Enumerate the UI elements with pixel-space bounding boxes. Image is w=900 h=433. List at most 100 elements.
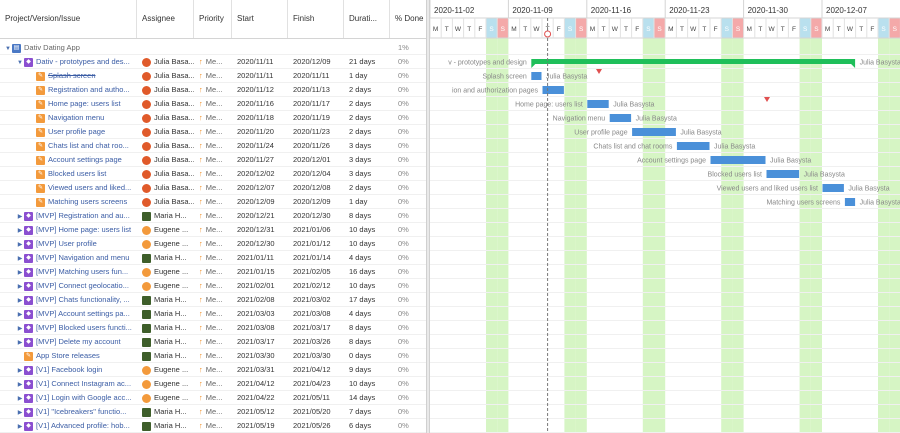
table-row[interactable]: ✎ Matching users screens Julia Basa... ↑ Me.… xyxy=(0,195,426,209)
day-letter: S xyxy=(579,26,584,33)
column-header-duration[interactable]: Durati... xyxy=(344,0,390,38)
weekend-day-header xyxy=(486,18,498,38)
bar-left-label: Blocked users list xyxy=(708,172,763,179)
issue-link[interactable]: Viewed users and liked... xyxy=(48,183,132,193)
assignee-cell: Maria H... xyxy=(137,209,194,223)
column-header-assignee[interactable]: Assignee xyxy=(137,0,194,38)
issue-link[interactable]: [MVP] Registration and au... xyxy=(36,211,130,221)
issue-link[interactable]: [V1] Facebook login xyxy=(36,365,103,375)
expand-icon[interactable]: ▶ xyxy=(17,228,23,234)
issue-link[interactable]: [V1] Advanced profile: hob... xyxy=(36,421,130,431)
issue-link[interactable]: Chats list and chat roo... xyxy=(48,141,129,151)
issue-link[interactable]: [V1] "Icebreakers" functio... xyxy=(36,407,127,417)
issue-link[interactable]: Account settings page xyxy=(48,155,122,165)
table-row[interactable]: ▶ ◆ [MVP] User profile Eugene ... ↑ Me... 2020… xyxy=(0,237,426,251)
table-row[interactable]: ✎ User profile page Julia Basa... ↑ Me... 202… xyxy=(0,125,426,139)
table-row[interactable]: ▶ ◆ [V1] "Icebreakers" functio... Maria H..… xyxy=(0,405,426,419)
issue-link[interactable]: Blocked users list xyxy=(48,169,107,179)
table-row[interactable]: ▶ ◆ [MVP] Registration and au... Maria H...… xyxy=(0,209,426,223)
table-row[interactable]: ▶ ◆ [MVP] Delete my account Maria H... ↑ Me..… xyxy=(0,335,426,349)
expand-icon[interactable]: ▶ xyxy=(17,340,23,346)
table-row[interactable]: ✎ Blocked users list Julia Basa... ↑ Me... 20… xyxy=(0,167,426,181)
table-row[interactable]: ✎ Viewed users and liked... Julia Basa... ↑… xyxy=(0,181,426,195)
expand-icon[interactable]: ▶ xyxy=(17,312,23,318)
expand-icon[interactable]: ▶ xyxy=(17,368,23,374)
column-header-start[interactable]: Start xyxy=(232,0,288,38)
table-row[interactable]: ▶ ◆ [V1] Facebook login Eugene ... ↑ Me... 202… xyxy=(0,363,426,377)
table-row[interactable]: ✎ Registration and autho... Julia Basa... ↑… xyxy=(0,83,426,97)
day-letter: S xyxy=(736,26,741,33)
issue-link[interactable]: Dativ - prototypes and des... xyxy=(36,57,130,67)
column-header-finish[interactable]: Finish xyxy=(288,0,344,38)
finish-date-cell: 2021/03/26 xyxy=(293,337,331,346)
table-row[interactable]: ▶ ◆ [MVP] Connect geolocatio... Eugene ... ↑… xyxy=(0,279,426,293)
table-row[interactable]: ▼ ◆ Dativ - prototypes and des... Julia Bas… xyxy=(0,55,426,69)
issue-link[interactable]: Matching users screens xyxy=(48,197,128,207)
issue-link[interactable]: [MVP] Home page: users list xyxy=(36,225,132,235)
expand-icon[interactable]: ▶ xyxy=(17,298,23,304)
expand-icon[interactable]: ▶ xyxy=(17,424,23,430)
week-label: 2020-11-23 xyxy=(669,6,710,15)
day-letter: W xyxy=(612,26,619,33)
issue-link[interactable]: [V1] Connect Instagram ac... xyxy=(36,379,132,389)
issue-link[interactable]: [MVP] Connect geolocatio... xyxy=(36,281,129,291)
issue-link[interactable]: [MVP] Matching users fun... xyxy=(36,267,129,277)
expand-icon[interactable]: ▶ xyxy=(17,214,23,220)
start-date-cell: 2020/11/12 xyxy=(237,85,274,94)
collapse-icon[interactable]: ▼ xyxy=(17,60,23,66)
table-row[interactable]: ▶ ◆ [V1] Login with Google acc... Eugene ..… xyxy=(0,391,426,405)
bar-left-label: ion and authorization pages xyxy=(452,88,539,95)
expand-icon[interactable]: ▶ xyxy=(17,396,23,402)
table-row[interactable]: ✎ Navigation menu Julia Basa... ↑ Me... 2020/… xyxy=(0,111,426,125)
table-row[interactable]: ▼ ▤ Dativ Dating App 1% xyxy=(0,41,426,55)
expand-icon[interactable]: ▶ xyxy=(17,284,23,290)
table-row[interactable]: ▶ ◆ [MVP] Chats functionality, ... Maria H.… xyxy=(0,293,426,307)
issue-link[interactable]: [MVP] User profile xyxy=(36,239,97,249)
issue-link[interactable]: [MVP] Blocked users functi... xyxy=(36,323,132,333)
table-row[interactable]: ▶ ◆ [V1] Advanced profile: hob... Maria H..… xyxy=(0,419,426,433)
expand-icon[interactable]: ▶ xyxy=(17,256,23,262)
table-row[interactable]: ✎ Chats list and chat roo... Julia Basa...… xyxy=(0,139,426,153)
pane-splitter[interactable] xyxy=(426,0,430,433)
column-header-name[interactable]: Project/Version/Issue xyxy=(0,0,137,38)
collapse-icon[interactable]: ▼ xyxy=(5,46,11,52)
issue-link[interactable]: Home page: users list xyxy=(48,99,121,109)
expand-icon[interactable]: ▶ xyxy=(17,382,23,388)
expand-icon[interactable]: ▶ xyxy=(17,326,23,332)
issue-link[interactable]: [MVP] Delete my account xyxy=(36,337,121,347)
issue-link[interactable]: Splash screen xyxy=(48,71,96,81)
table-row[interactable]: ▶ ◆ [V1] Connect Instagram ac... Eugene ...… xyxy=(0,377,426,391)
table-row[interactable]: ✎ Home page: users list Julia Basa... ↑ Me..… xyxy=(0,97,426,111)
issue-link[interactable]: [MVP] Chats functionality, ... xyxy=(36,295,130,305)
issue-link[interactable]: Navigation menu xyxy=(48,113,105,123)
issue-link[interactable]: Dativ Dating App xyxy=(24,43,80,53)
issue-link[interactable]: [MVP] Navigation and menu xyxy=(36,253,130,263)
priority-arrow-icon: ↑ xyxy=(199,365,203,374)
issue-link[interactable]: [MVP] Account settings pa... xyxy=(36,309,130,319)
duration-cell: 0 days xyxy=(349,351,372,360)
issue-link[interactable]: Registration and autho... xyxy=(48,85,130,95)
issue-link[interactable]: User profile page xyxy=(48,127,106,137)
expand-icon[interactable]: ▶ xyxy=(17,242,23,248)
day-letter: W xyxy=(455,26,462,33)
issue-link[interactable]: [V1] Login with Google acc... xyxy=(36,393,132,403)
table-row[interactable]: ✎ Splash screen Julia Basa... ↑ Me... 2020/11… xyxy=(0,69,426,83)
priority-arrow-icon: ↑ xyxy=(199,253,203,262)
column-header-priority[interactable]: Priority xyxy=(194,0,232,38)
assignee-cell: Eugene ... xyxy=(137,377,194,391)
table-row[interactable]: ✎ Account settings page Julia Basa... ↑ Me..… xyxy=(0,153,426,167)
percent-done-cell: 0% xyxy=(398,127,409,136)
expand-icon[interactable]: ▶ xyxy=(17,270,23,276)
issue-link[interactable]: App Store releases xyxy=(36,351,100,361)
priority-value: Me... xyxy=(205,57,223,66)
column-header-done[interactable]: % Done xyxy=(395,14,424,23)
table-row[interactable]: ▶ ◆ [MVP] Blocked users functi... Maria H..… xyxy=(0,321,426,335)
priority-value: Me... xyxy=(205,71,223,80)
table-row[interactable]: ▶ ◆ [MVP] Navigation and menu Maria H... ↑ Me… xyxy=(0,251,426,265)
table-row[interactable]: ▶ ◆ [MVP] Matching users fun... Eugene ... ↑… xyxy=(0,265,426,279)
table-row[interactable]: ▶ ◆ [MVP] Account settings pa... Maria H...… xyxy=(0,307,426,321)
table-row[interactable]: ▶ ◆ [MVP] Home page: users list Eugene ... ↑… xyxy=(0,223,426,237)
assignee-name: Julia Basa... xyxy=(154,169,194,178)
table-row[interactable]: ✎ App Store releases Maria H... ↑ Me... 2021/… xyxy=(0,349,426,363)
expand-icon[interactable]: ▶ xyxy=(17,410,23,416)
